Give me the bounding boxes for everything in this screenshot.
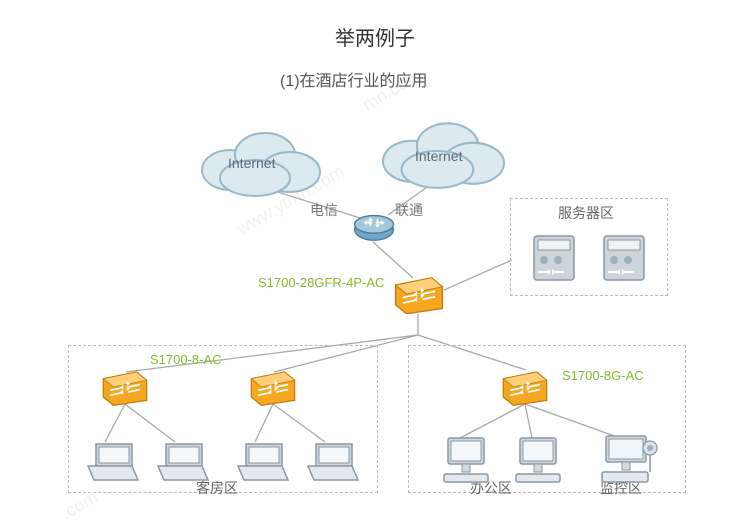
guest-switch-label: S1700-8-AC bbox=[150, 352, 222, 367]
desktop-pc-icon bbox=[438, 434, 496, 491]
monitor-station-icon bbox=[598, 434, 660, 493]
laptop-icon bbox=[152, 440, 210, 491]
core-switch-label: S1700-28GFR-4P-AC bbox=[258, 275, 384, 290]
office-switch-label: S1700-8G-AC bbox=[562, 368, 644, 383]
router-icon bbox=[352, 212, 396, 247]
isp-label-unicom: 联通 bbox=[395, 200, 423, 220]
access-switch-icon bbox=[100, 368, 150, 411]
cloud-label: Internet bbox=[415, 148, 462, 164]
access-switch-icon bbox=[248, 368, 298, 411]
server-icon bbox=[598, 232, 650, 291]
cloud-label: Internet bbox=[228, 155, 275, 171]
laptop-icon bbox=[82, 440, 140, 491]
laptop-icon bbox=[302, 440, 360, 491]
laptop-icon bbox=[232, 440, 290, 491]
desktop-pc-icon bbox=[510, 434, 568, 491]
access-switch-icon bbox=[500, 368, 550, 411]
core-switch-icon bbox=[392, 274, 446, 319]
server-icon bbox=[528, 232, 580, 291]
server-area-label: 服务器区 bbox=[558, 203, 614, 223]
